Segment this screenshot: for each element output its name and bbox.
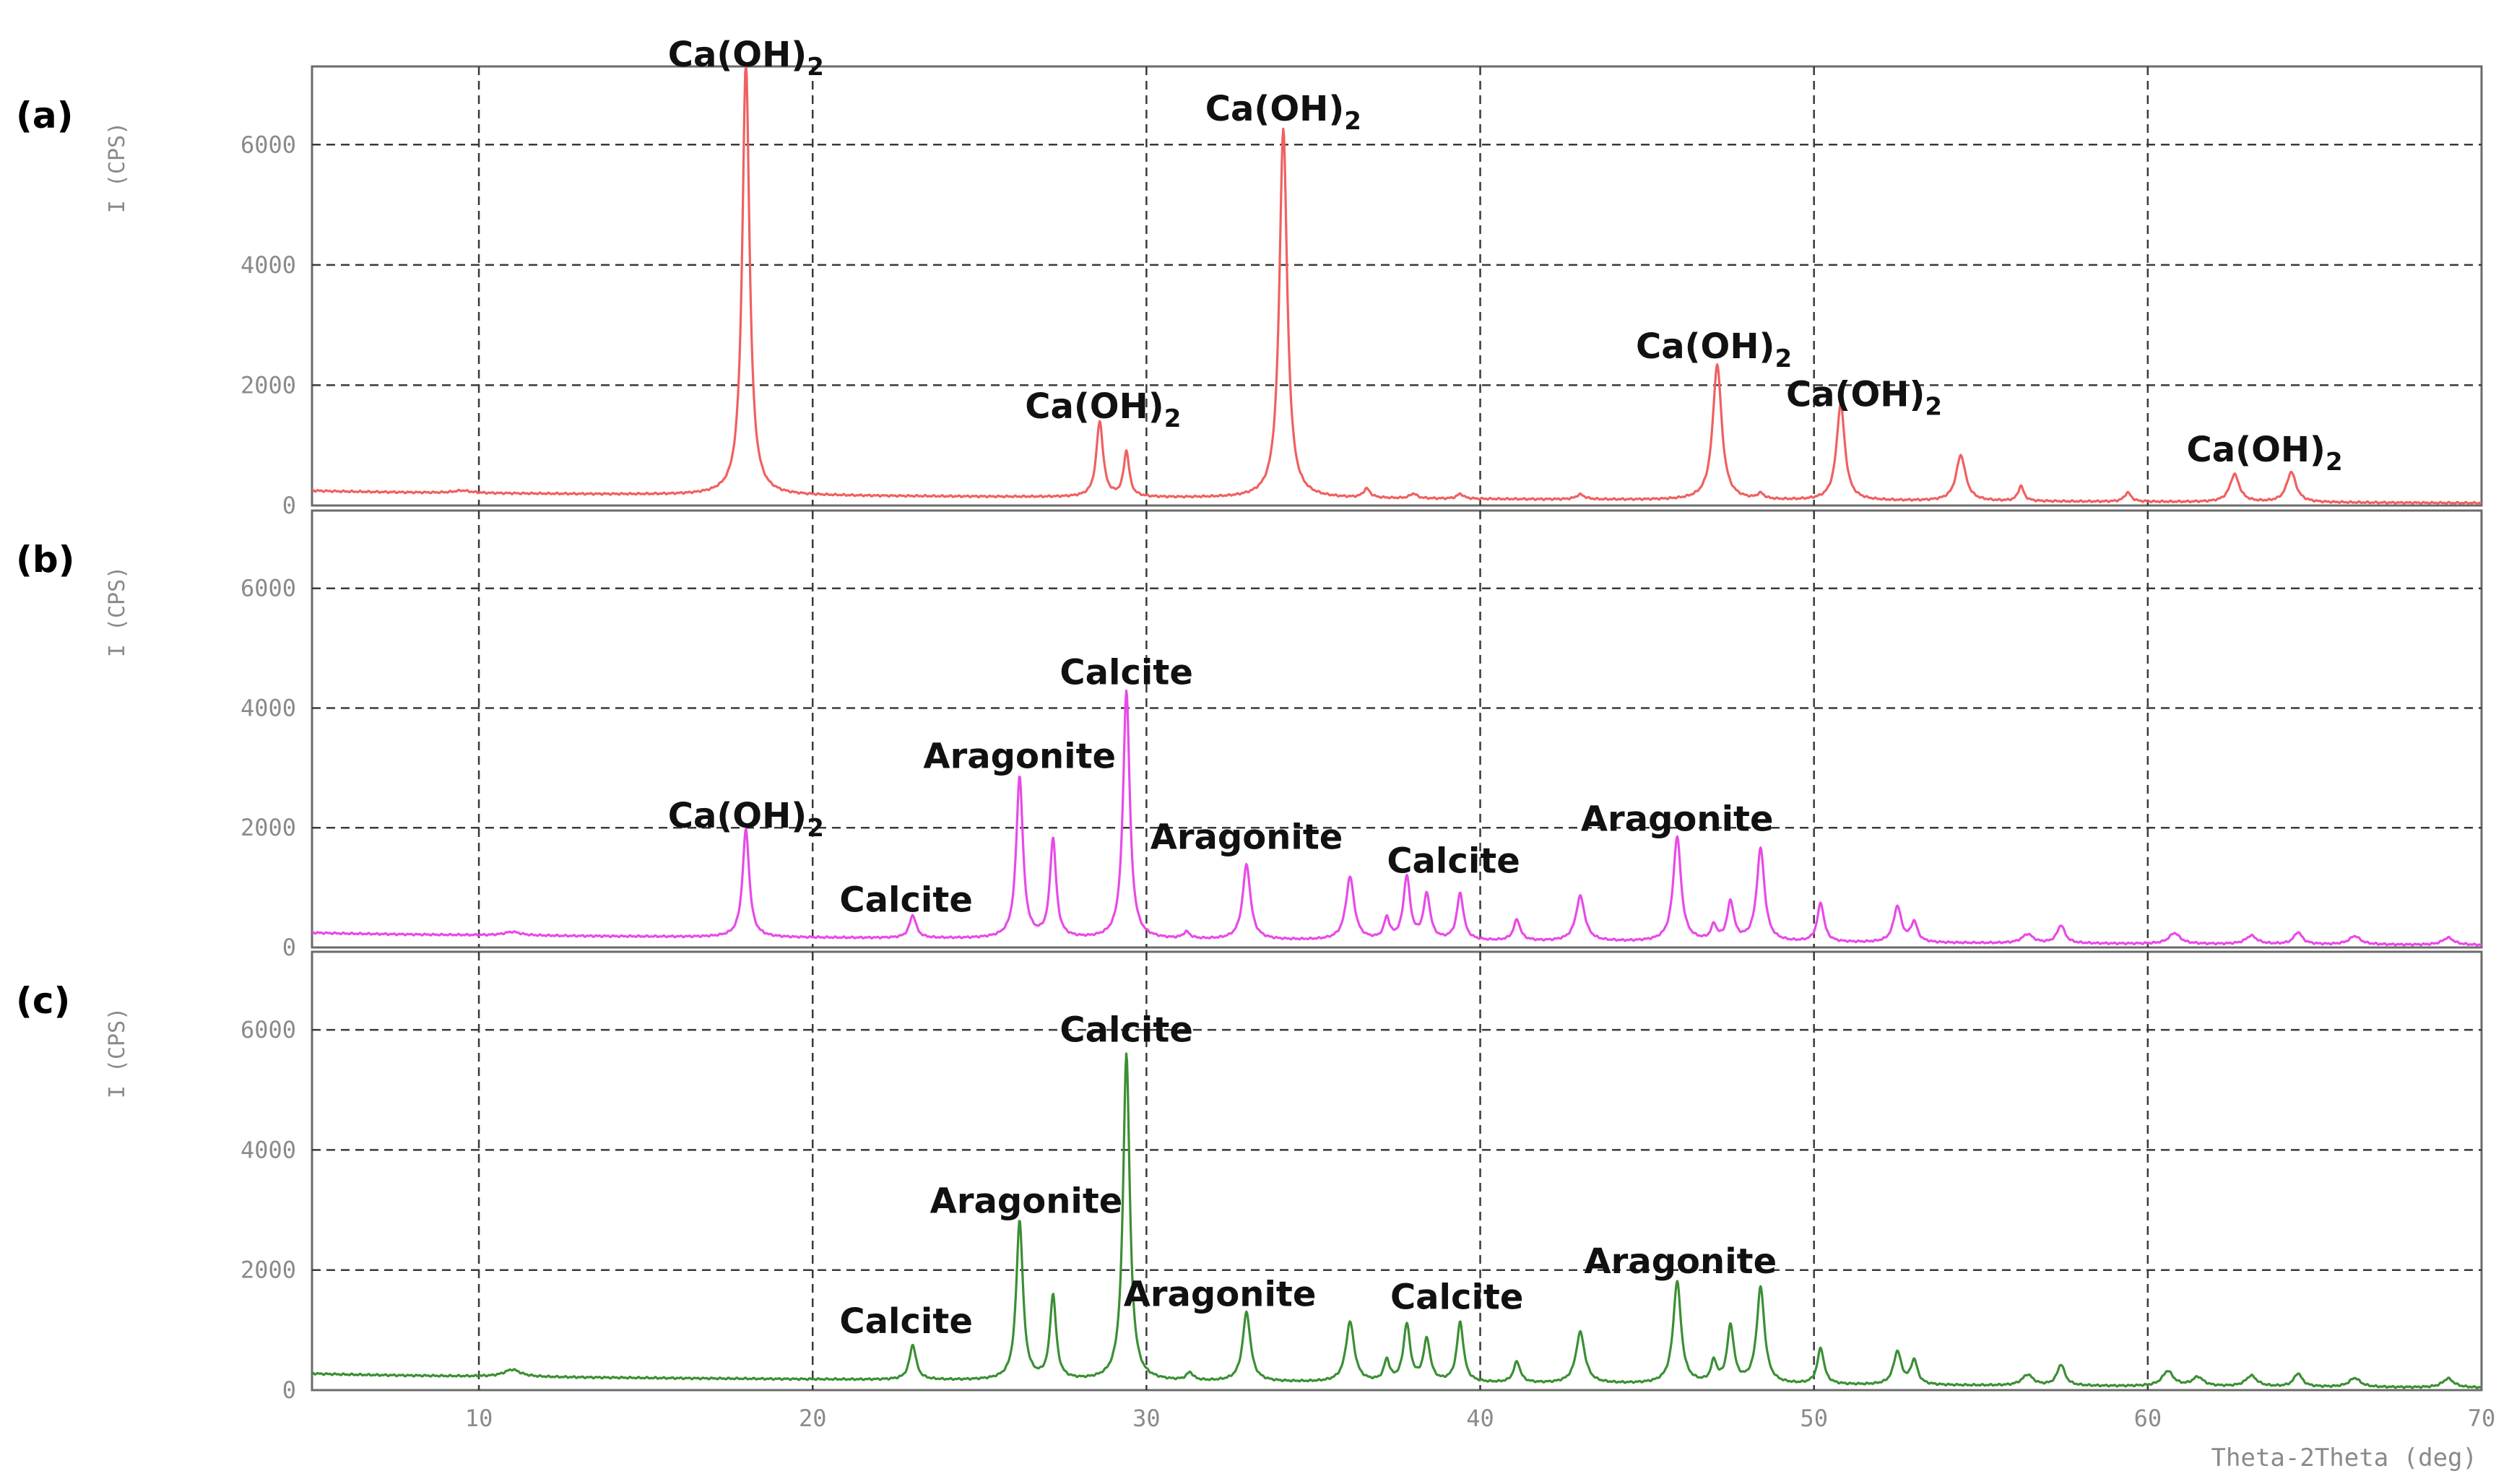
- peak-annotation: Aragonite: [1581, 799, 1774, 839]
- panel-b: 6000 4000 2000 0 I (CPS) (b) Ca(OH)2 Calcite Ara…: [16, 509, 2483, 961]
- peak-annotation: Ca(OH)2: [1636, 326, 1792, 373]
- peak-annotation: Calcite: [839, 1301, 972, 1342]
- y-tick-label: 4000: [240, 251, 296, 279]
- panel-label: (b): [16, 539, 75, 581]
- x-tick-label: 40: [1466, 1405, 1494, 1432]
- y-tick-label: 2000: [240, 1257, 296, 1284]
- peak-annotation: Calcite: [839, 880, 972, 920]
- y-tick-label: 6000: [240, 575, 296, 602]
- y-tick-label: 4000: [240, 1136, 296, 1163]
- y-axis-label: I (CPS): [105, 122, 130, 213]
- y-tick-label: 0: [282, 1376, 296, 1404]
- peak-annotation: Ca(OH)2: [1205, 89, 1361, 136]
- peak-annotation: Ca(OH)2: [668, 796, 824, 843]
- x-tick-label: 60: [2134, 1405, 2162, 1432]
- peak-annotation: Calcite: [1387, 841, 1520, 881]
- peak-annotation: Aragonite: [1150, 817, 1343, 857]
- panel-label: (c): [16, 980, 70, 1022]
- panel-c: 6000 4000 2000 0 I (CPS) (c) Calcite Aragonite C…: [16, 950, 2496, 1432]
- peak-annotation: Aragonite: [1124, 1275, 1317, 1315]
- peak-annotation: Ca(OH)2: [1025, 386, 1181, 433]
- y-axis-label: I (CPS): [105, 566, 130, 657]
- peak-annotation: Aragonite: [1584, 1241, 1777, 1282]
- y-tick-label: 4000: [240, 694, 296, 721]
- x-tick-label: 10: [465, 1405, 493, 1432]
- peak-annotation: Calcite: [1060, 652, 1192, 693]
- peak-annotation: Ca(OH)2: [1786, 375, 1942, 422]
- plot-frame-a: [311, 65, 2483, 507]
- xrd-trace-c: [311, 1052, 2482, 1389]
- x-tick-label: 30: [1132, 1405, 1161, 1432]
- x-tick-label: 50: [1800, 1405, 1828, 1432]
- peak-annotation: Aragonite: [923, 736, 1116, 776]
- xrd-trace-a: [311, 65, 2482, 505]
- y-axis-label: I (CPS): [105, 1007, 130, 1098]
- x-tick-label: 20: [799, 1405, 827, 1432]
- y-tick-label: 2000: [240, 371, 296, 399]
- peak-annotation: Ca(OH)2: [668, 35, 824, 82]
- xrd-trace-b: [311, 689, 2482, 947]
- panel-label: (a): [16, 95, 73, 136]
- peak-annotation: Aragonite: [930, 1181, 1123, 1222]
- y-tick-label: 2000: [240, 814, 296, 841]
- peak-annotation: Ca(OH)2: [2187, 430, 2343, 477]
- plot-frame-c: [311, 950, 2483, 1392]
- peak-annotation: Calcite: [1390, 1277, 1523, 1318]
- x-tick-label: 70: [2468, 1405, 2496, 1432]
- y-tick-label: 0: [282, 934, 296, 961]
- y-tick-label: 0: [282, 492, 296, 519]
- x-axis-label: Theta-2Theta (deg): [2211, 1444, 2477, 1472]
- plot-frame-b: [311, 509, 2483, 949]
- peak-annotation: Calcite: [1060, 1010, 1192, 1051]
- y-tick-label: 6000: [240, 1016, 296, 1043]
- y-tick-label: 6000: [240, 131, 296, 158]
